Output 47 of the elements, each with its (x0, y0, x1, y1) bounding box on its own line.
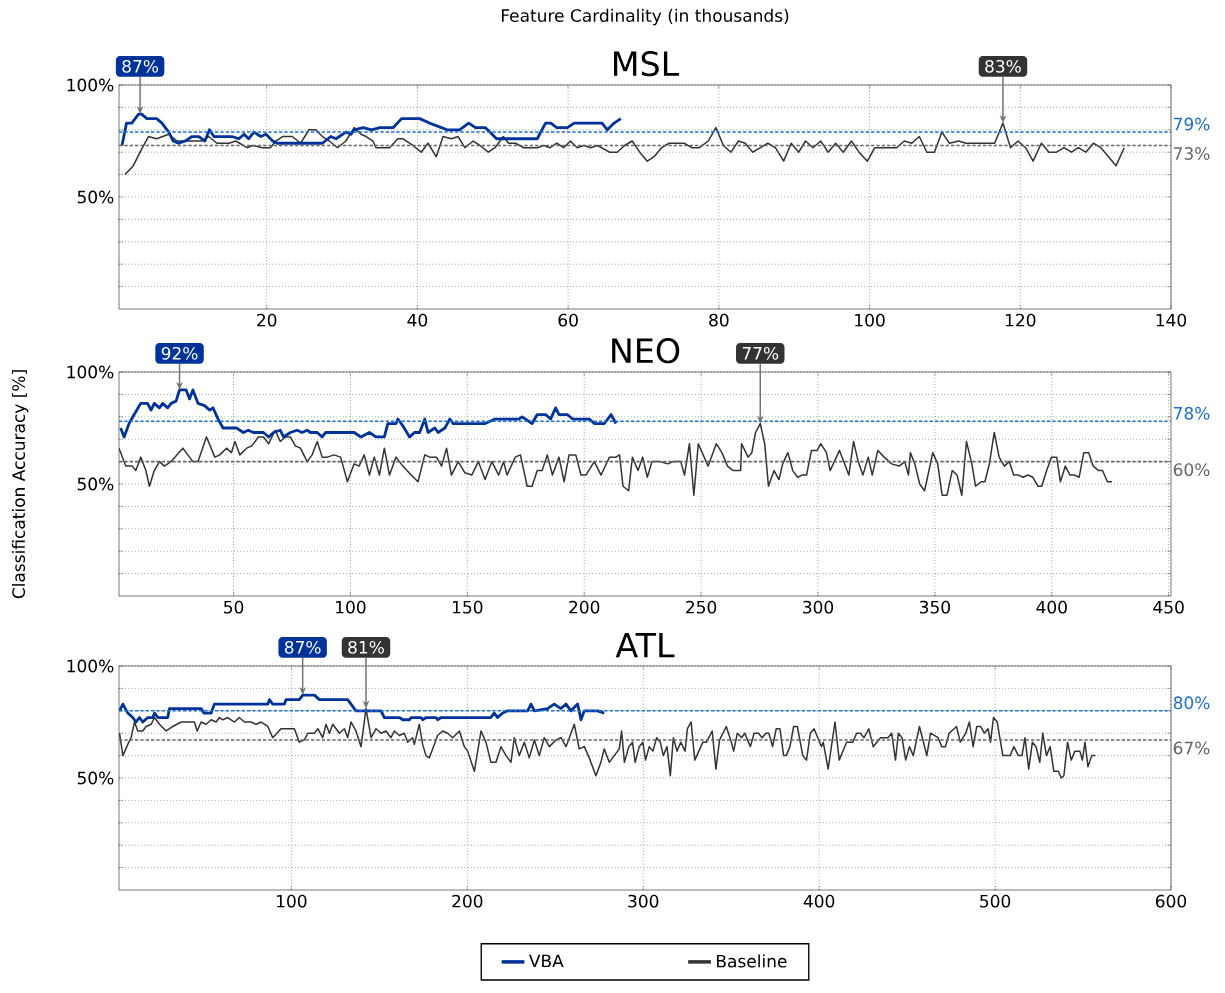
x-tick-label: 450 (1153, 600, 1184, 614)
x-tick-label: 140 (1156, 313, 1187, 327)
annotation: 81% (348, 640, 384, 654)
y-tick-label: 100% (67, 659, 114, 673)
x-tick-label: 100 (855, 313, 885, 327)
x-axis-title: Feature Cardinality (in thousands) (501, 8, 789, 26)
y-tick-label: 50% (77, 771, 114, 785)
chart-title: ATL (615, 633, 675, 658)
y-axis-title: Classification Accuracy [%] (11, 370, 29, 599)
annotation: 87% (122, 59, 159, 73)
x-tick-label: 20 (257, 313, 277, 327)
chart-title: NEO (612, 338, 680, 364)
x-tick-label: 600 (1155, 894, 1187, 908)
ref-line-label: 60% (1173, 463, 1210, 477)
x-tick-label: 200 (569, 600, 600, 614)
annotation: 77% (742, 346, 779, 360)
x-tick-label: 80 (709, 313, 729, 327)
x-tick-label: 100 (336, 600, 366, 614)
y-tick-label: 100% (67, 78, 114, 92)
x-tick-label: 300 (628, 894, 659, 908)
x-tick-label: 400 (1036, 600, 1067, 614)
x-tick-label: 60 (558, 313, 578, 327)
x-tick-label: 100 (277, 894, 307, 908)
x-tick-label: 500 (980, 894, 1011, 908)
x-tick-label: 350 (919, 600, 950, 614)
legend-label: VBA (528, 954, 564, 968)
annotation: 87% (284, 640, 321, 654)
x-tick-label: 150 (452, 600, 483, 614)
annotation: 92% (161, 346, 198, 360)
annotation: 83% (985, 59, 1021, 73)
y-tick-label: 50% (77, 190, 114, 204)
y-tick-label: 50% (77, 477, 114, 491)
ref-line-label: 79% (1174, 117, 1210, 131)
y-tick-label: 100% (67, 365, 114, 379)
x-tick-label: 400 (803, 894, 835, 908)
ref-line-label: 73% (1174, 147, 1210, 160)
x-tick-label: 300 (803, 600, 834, 614)
chart-title: MSL (614, 51, 680, 77)
x-tick-label: 120 (1005, 313, 1036, 327)
ref-line-label: 78% (1174, 406, 1210, 420)
ref-line-label: 80% (1173, 696, 1210, 710)
ref-line-label: 67% (1173, 741, 1210, 755)
legend-label: Baseline (717, 954, 787, 968)
x-tick-label: 200 (452, 894, 483, 908)
x-tick-label: 250 (686, 600, 717, 614)
x-tick-label: 40 (407, 313, 428, 327)
x-tick-label: 50 (224, 600, 244, 614)
